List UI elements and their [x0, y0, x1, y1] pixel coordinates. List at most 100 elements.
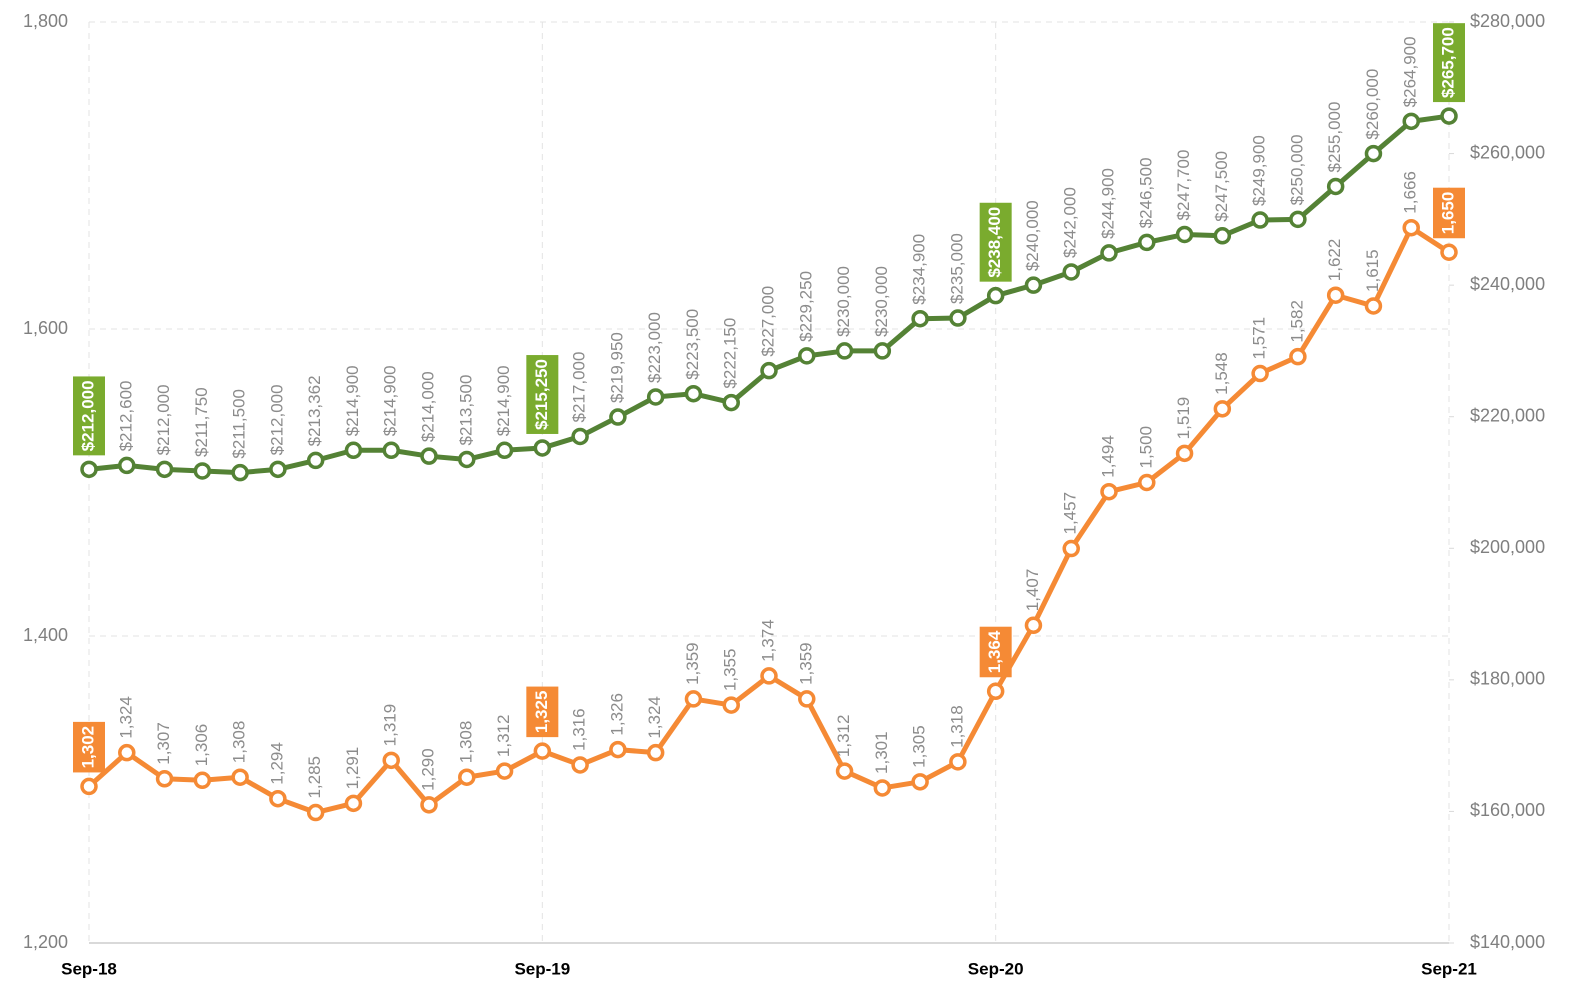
data-label-group: 1,302 — [73, 721, 105, 773]
point — [306, 803, 325, 822]
data-label: $229,250 — [796, 271, 815, 342]
data-label: 1,582 — [1287, 300, 1306, 343]
point — [949, 753, 967, 771]
data-label: $214,900 — [494, 365, 513, 436]
point — [1251, 211, 1269, 229]
data-label: 1,290 — [418, 748, 437, 791]
data-label-group: $227,000 — [758, 286, 777, 357]
data-label: 1,312 — [494, 715, 513, 758]
data-label: $240,000 — [1023, 200, 1042, 271]
data-label: $255,000 — [1325, 102, 1344, 173]
data-label: 1,318 — [947, 705, 966, 748]
data-label: $235,000 — [947, 233, 966, 304]
data-label-group: 1,548 — [1212, 352, 1231, 395]
x-tick-label: Sep-21 — [1421, 959, 1477, 978]
y-tick-label: 1,600 — [23, 318, 68, 338]
data-label-box — [526, 355, 559, 434]
y2-tick-label: $160,000 — [1470, 800, 1545, 820]
data-label-box — [979, 202, 1012, 282]
point — [155, 460, 174, 479]
data-label: $238,400 — [985, 207, 1004, 278]
point — [949, 309, 967, 327]
data-label: $212,600 — [116, 380, 135, 451]
point — [1138, 233, 1156, 252]
data-label: $265,700 — [1438, 27, 1457, 98]
data-label: $247,700 — [1174, 150, 1193, 221]
point — [911, 309, 929, 328]
data-label-group: 1,666 — [1401, 171, 1420, 214]
data-label-group: 1,359 — [796, 642, 815, 685]
point — [458, 450, 476, 469]
point — [495, 441, 514, 460]
point — [911, 773, 929, 791]
point — [231, 463, 249, 482]
point — [684, 690, 703, 708]
y2-tick-label: $220,000 — [1470, 405, 1545, 425]
point — [1440, 243, 1458, 261]
data-label: $211,500 — [230, 389, 249, 459]
point — [609, 408, 627, 426]
data-label-group: 1,571 — [1250, 317, 1269, 360]
data-label-group: $230,000 — [872, 266, 891, 337]
x-tick-label: Sep-19 — [514, 959, 570, 978]
data-label: 1,355 — [721, 649, 740, 692]
point — [1138, 473, 1156, 492]
point — [571, 756, 589, 774]
data-label-group: $234,900 — [910, 234, 929, 305]
point — [835, 762, 854, 780]
data-label-group: 1,294 — [267, 742, 286, 785]
data-label-box — [979, 626, 1012, 678]
point — [193, 771, 212, 790]
data-label: $212,000 — [154, 384, 173, 455]
data-label: $250,000 — [1287, 134, 1306, 205]
data-label-group: 1,318 — [947, 705, 966, 748]
data-label-group: 1,364 — [979, 626, 1012, 678]
data-label: 1,457 — [1061, 492, 1080, 535]
point — [873, 779, 892, 797]
data-label: $260,000 — [1363, 69, 1382, 140]
point — [344, 794, 363, 813]
point — [420, 447, 438, 465]
point — [80, 777, 98, 796]
data-label-group: 1,324 — [116, 696, 135, 739]
point — [155, 770, 174, 788]
data-label-group: 1,285 — [305, 756, 324, 799]
data-label: $242,000 — [1061, 187, 1080, 258]
data-label: 1,407 — [1023, 569, 1042, 612]
data-label: $247,500 — [1212, 151, 1231, 222]
data-label-group: $240,000 — [1023, 200, 1042, 271]
data-label-group: 1,324 — [645, 696, 664, 739]
data-label-box — [73, 721, 105, 773]
data-label-group: 1,319 — [381, 704, 400, 747]
data-label-group: 1,291 — [343, 747, 362, 790]
grid: 1,200 1,400 1,600 1,800 $140,000 $160,000 $180… — [23, 11, 1545, 979]
data-label: 1,622 — [1325, 239, 1344, 282]
data-label: 1,308 — [230, 721, 249, 764]
point — [835, 342, 854, 360]
data-label: $215,250 — [532, 359, 551, 430]
data-label: $214,900 — [381, 365, 400, 436]
x-tick-label: Sep-20 — [968, 959, 1024, 978]
point — [1213, 400, 1232, 418]
data-label: 1,301 — [872, 731, 891, 774]
data-label-group: 1,500 — [1136, 426, 1155, 469]
data-label: 1,285 — [305, 756, 324, 799]
data-label-group: $214,900 — [494, 365, 513, 436]
point — [269, 460, 287, 479]
data-label: $214,900 — [343, 365, 362, 436]
point — [986, 682, 1005, 701]
point — [873, 342, 892, 360]
data-label-group: $230,000 — [834, 266, 853, 337]
data-label-group: $211,500 — [230, 389, 249, 459]
point — [269, 789, 287, 808]
point — [798, 690, 816, 708]
point — [1062, 263, 1080, 281]
data-label: 1,666 — [1401, 171, 1420, 214]
data-label: 1,312 — [834, 715, 853, 758]
data-label: 1,294 — [267, 742, 286, 785]
data-label-group: 1,306 — [192, 724, 211, 767]
data-label: $246,500 — [1136, 157, 1155, 228]
data-label-group: $242,000 — [1061, 187, 1080, 258]
data-label-group: $238,400 — [979, 202, 1012, 282]
